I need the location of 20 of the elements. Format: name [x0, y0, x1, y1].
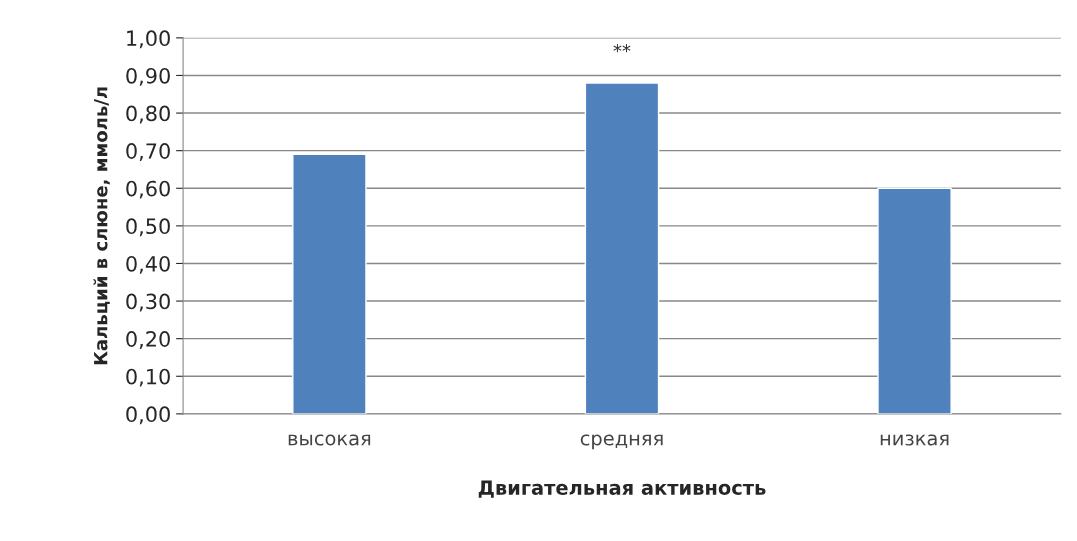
y-axis-title: Кальций в слюне, ммоль/л	[93, 87, 110, 365]
x-axis-title: Двигательная активность	[478, 480, 766, 498]
y-tick-label: 0,80	[126, 105, 170, 124]
y-tick-label: 0,00	[126, 406, 170, 425]
annotation: **	[613, 44, 631, 53]
bar	[584, 82, 660, 414]
x-tick-label: средняя	[580, 434, 663, 450]
bar	[877, 187, 952, 414]
y-tick-label: 0,50	[126, 218, 170, 237]
y-tick-label: 0,20	[126, 331, 170, 349]
y-tick-label: 0,60	[126, 180, 170, 199]
x-tick-label: высокая	[288, 434, 371, 446]
y-tick-label: 0,40	[126, 255, 170, 274]
y-tick-label: 0,70	[126, 143, 170, 162]
y-tick-label: 0,90	[126, 67, 170, 86]
x-tick-label: низкая	[880, 434, 949, 446]
bar	[292, 153, 367, 414]
y-tick-label: 0,10	[126, 368, 170, 387]
y-tick-label: 0,30	[126, 293, 170, 312]
y-tick-label: 1,00	[127, 30, 170, 49]
